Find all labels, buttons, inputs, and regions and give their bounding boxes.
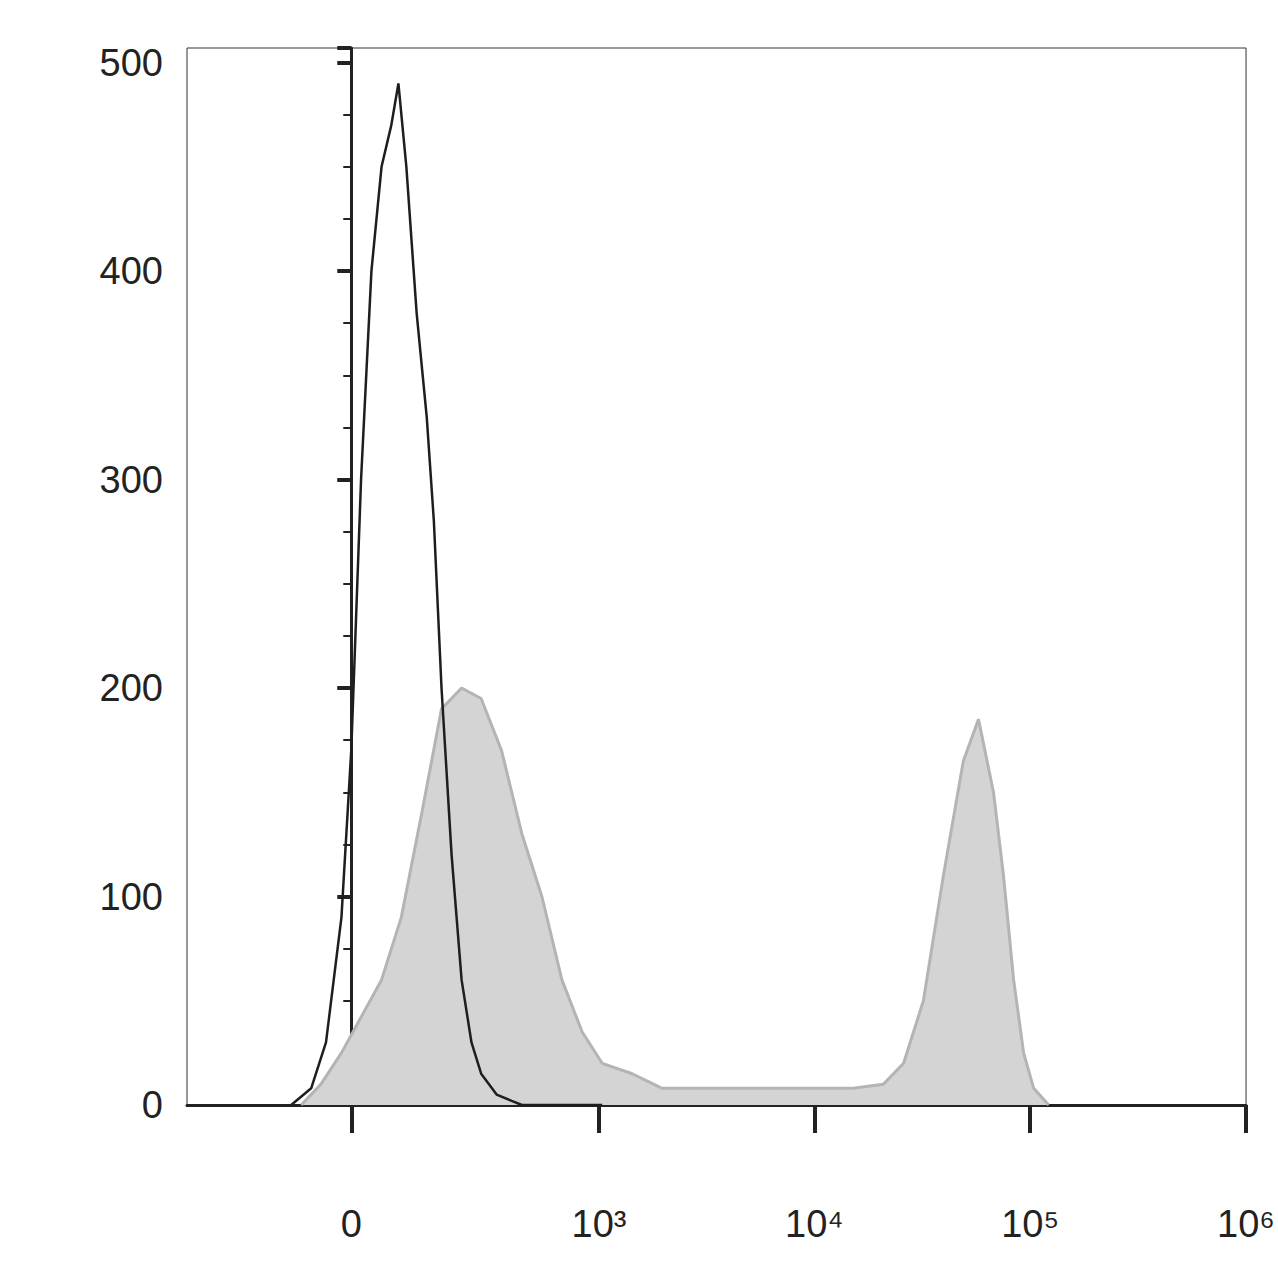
svg-text:400: 400: [100, 250, 163, 292]
svg-text:10³: 10³: [572, 1203, 627, 1245]
svg-text:0: 0: [142, 1084, 163, 1126]
svg-text:0: 0: [341, 1203, 362, 1245]
svg-text:100: 100: [100, 876, 163, 918]
svg-text:300: 300: [100, 459, 163, 501]
svg-text:10⁵: 10⁵: [1001, 1203, 1059, 1245]
svg-text:500: 500: [100, 42, 163, 84]
svg-text:200: 200: [100, 667, 163, 709]
svg-text:10⁶: 10⁶: [1217, 1203, 1275, 1245]
svg-text:10⁴: 10⁴: [785, 1203, 844, 1245]
